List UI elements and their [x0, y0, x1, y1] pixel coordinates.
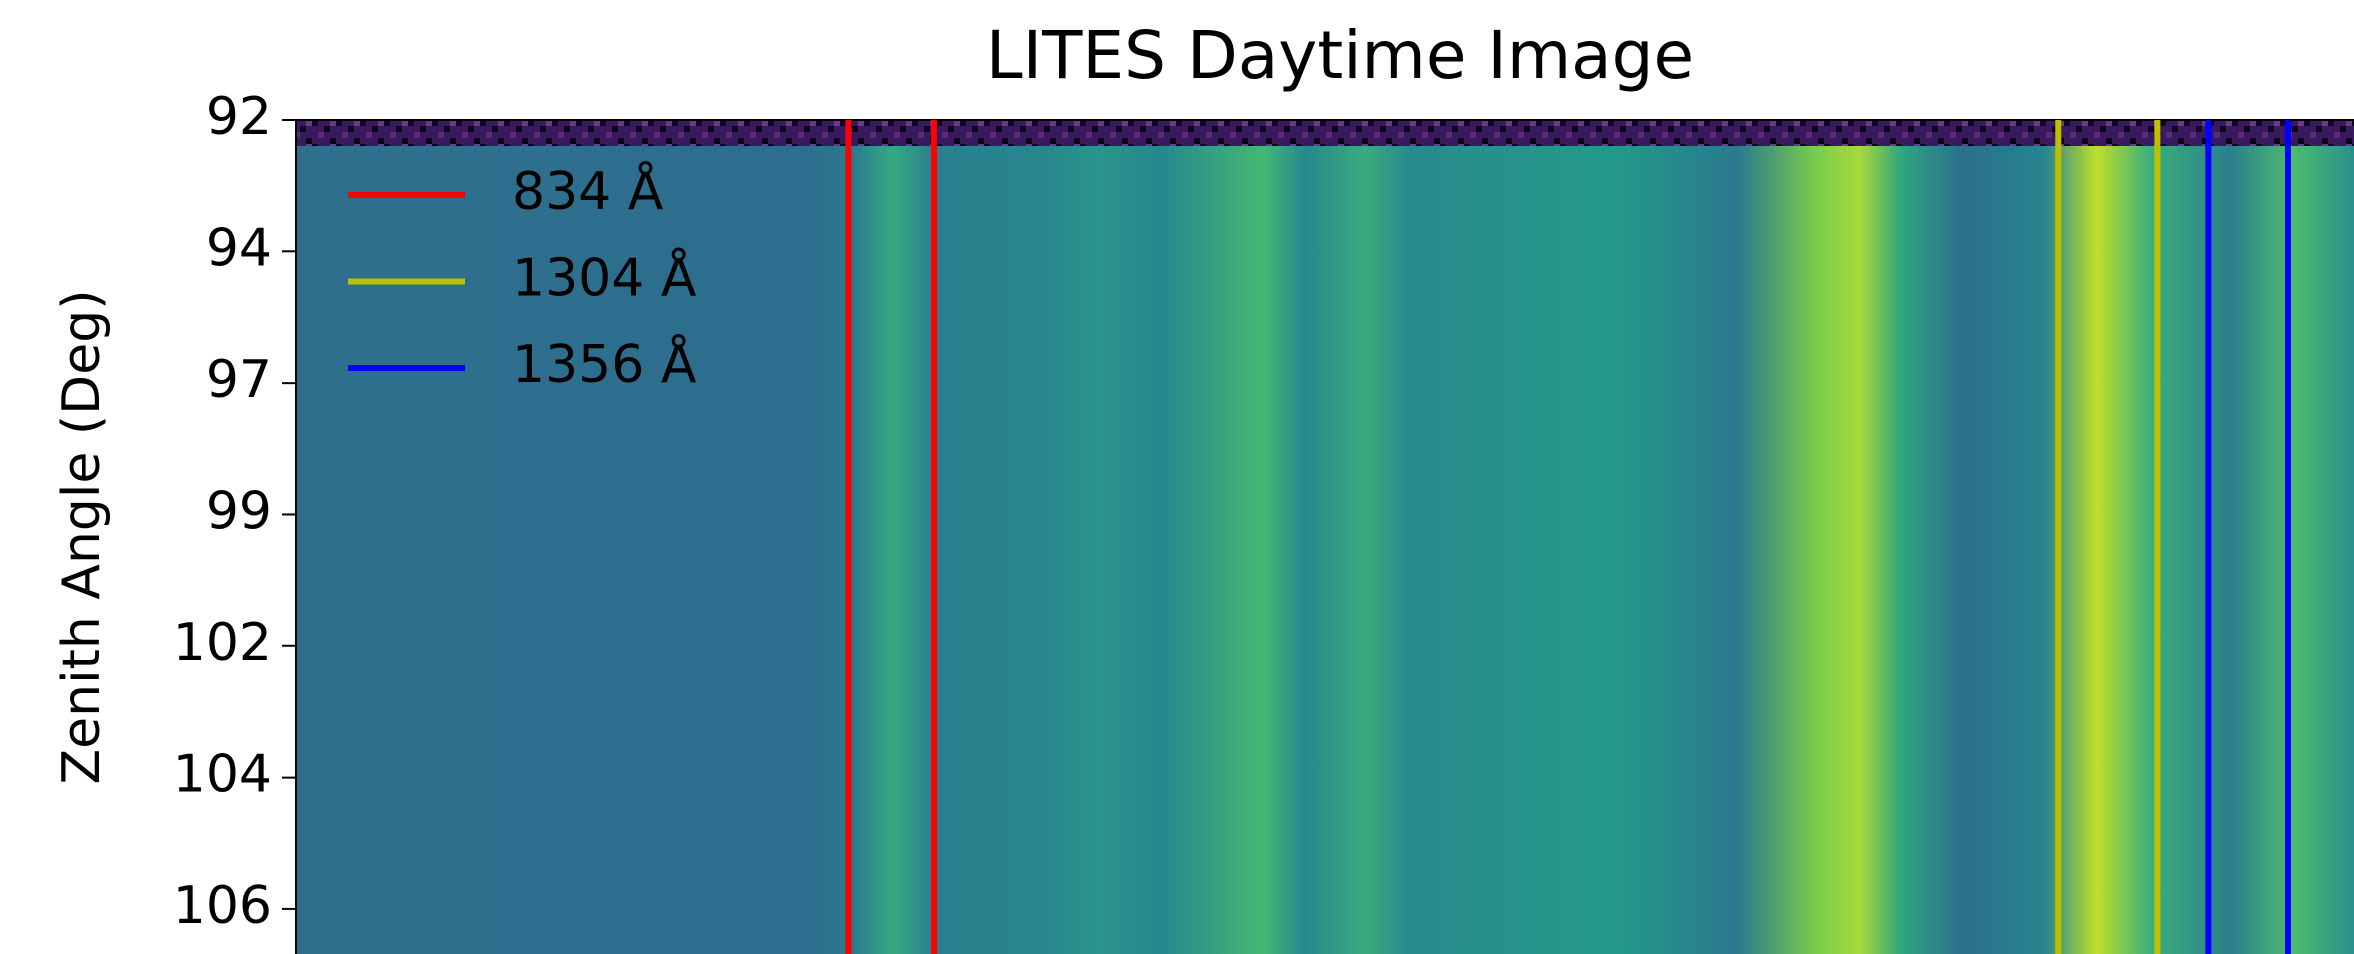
- y-tick-label: 97: [206, 350, 272, 410]
- y-tick-label: 104: [173, 745, 272, 805]
- y-tick-label: 106: [173, 876, 272, 936]
- chart-title: LITES Daytime Image: [986, 17, 1694, 94]
- spectral-image: [296, 120, 2354, 954]
- y-axis-label: Zenith Angle (Deg): [52, 289, 112, 784]
- y-tick-label: 92: [206, 87, 272, 147]
- legend-label: 1304 Å: [512, 247, 697, 309]
- y-tick-label: 102: [173, 613, 272, 673]
- legend-label: 1356 Å: [512, 333, 697, 395]
- y-tick-label: 94: [206, 218, 272, 278]
- y-tick-label: 99: [206, 481, 272, 541]
- legend-label: 834 Å: [512, 160, 664, 222]
- noise-strip: [296, 120, 2354, 146]
- plot-area: [295, 119, 2354, 954]
